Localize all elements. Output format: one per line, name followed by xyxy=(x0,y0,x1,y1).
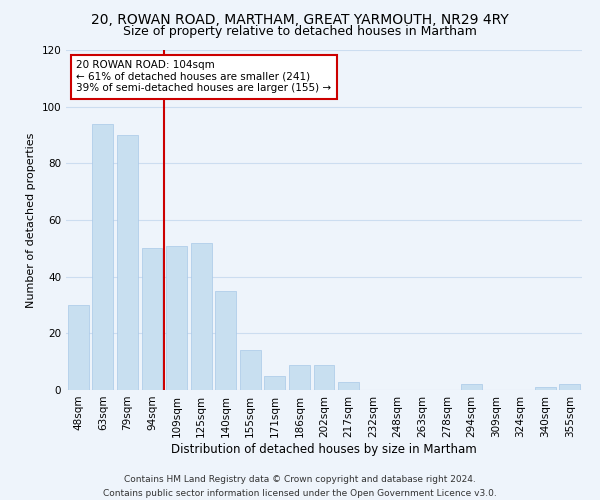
Bar xyxy=(314,364,334,390)
Bar xyxy=(142,248,163,390)
Text: Size of property relative to detached houses in Martham: Size of property relative to detached ho… xyxy=(123,25,477,38)
Bar xyxy=(215,291,236,390)
Text: 20 ROWAN ROAD: 104sqm
← 61% of detached houses are smaller (241)
39% of semi-det: 20 ROWAN ROAD: 104sqm ← 61% of detached … xyxy=(76,60,331,94)
Bar xyxy=(166,246,187,390)
Bar xyxy=(559,384,580,390)
Y-axis label: Number of detached properties: Number of detached properties xyxy=(26,132,36,308)
Bar xyxy=(338,382,359,390)
Bar xyxy=(535,387,556,390)
Bar xyxy=(68,305,89,390)
X-axis label: Distribution of detached houses by size in Martham: Distribution of detached houses by size … xyxy=(171,442,477,456)
Bar xyxy=(461,384,482,390)
Bar xyxy=(92,124,113,390)
Bar xyxy=(240,350,261,390)
Bar xyxy=(191,242,212,390)
Bar xyxy=(265,376,286,390)
Bar xyxy=(117,135,138,390)
Text: Contains HM Land Registry data © Crown copyright and database right 2024.
Contai: Contains HM Land Registry data © Crown c… xyxy=(103,476,497,498)
Bar xyxy=(289,364,310,390)
Text: 20, ROWAN ROAD, MARTHAM, GREAT YARMOUTH, NR29 4RY: 20, ROWAN ROAD, MARTHAM, GREAT YARMOUTH,… xyxy=(91,12,509,26)
